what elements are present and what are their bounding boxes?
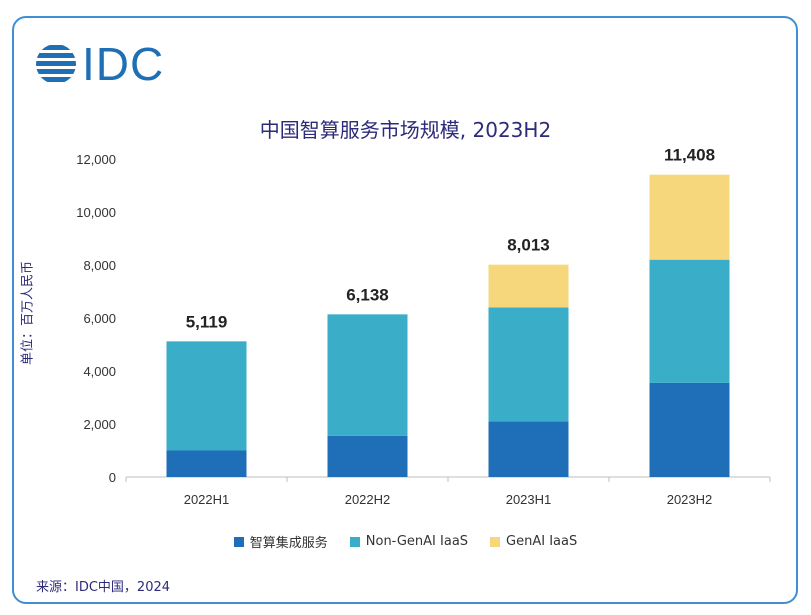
bar-segment-1 [327,435,408,477]
bar-segment-2 [488,307,569,422]
logo-text: IDC [82,38,165,90]
y-tick-label: 4,000 [83,364,116,379]
bar-segment-1 [488,421,569,477]
y-tick-label: 0 [109,470,116,485]
legend-swatch [349,536,360,547]
x-tick-label: 2022H2 [345,492,391,507]
x-tick-label: 2022H1 [184,492,230,507]
y-tick-label: 12,000 [76,152,116,167]
legend-swatch [490,536,501,547]
total-label: 6,138 [346,285,389,304]
bar-segment-3 [488,264,569,308]
idc-logo: IDC [34,40,164,88]
total-label: 11,408 [664,146,715,165]
bar-segment-2 [166,341,247,451]
legend-label: Non-GenAI IaaS [365,534,469,549]
y-tick-label: 10,000 [76,205,116,220]
y-tick-label: 8,000 [83,258,116,273]
legend-item: 智算集成服务 [233,532,328,551]
bar-segment-3 [649,174,730,260]
total-label: 5,119 [186,312,228,331]
total-label: 8,013 [507,236,550,255]
bar-segment-1 [166,450,247,477]
legend-label: GenAI IaaS [506,534,578,549]
chart-title: 中国智算服务市场规模, 2023H2 [259,118,552,142]
x-tick-label: 2023H1 [506,492,552,507]
legend-item: Non-GenAI IaaS [349,532,469,551]
x-tick-label: 2023H2 [667,492,713,507]
y-tick-label: 6,000 [83,311,116,326]
bar-segment-1 [649,382,730,477]
legend-item: GenAI IaaS [490,532,577,551]
legend-swatch [233,536,244,547]
legend: 智算集成服务 Non-GenAI IaaS GenAI IaaS [0,532,811,551]
idc-globe-icon [36,45,76,82]
y-tick-label: 2,000 [83,417,116,432]
source-note: 来源：IDC中国，2024 [36,580,171,595]
bar-segment-2 [649,259,730,383]
legend-label: 智算集成服务 [249,536,328,551]
bar-segment-2 [327,314,408,436]
